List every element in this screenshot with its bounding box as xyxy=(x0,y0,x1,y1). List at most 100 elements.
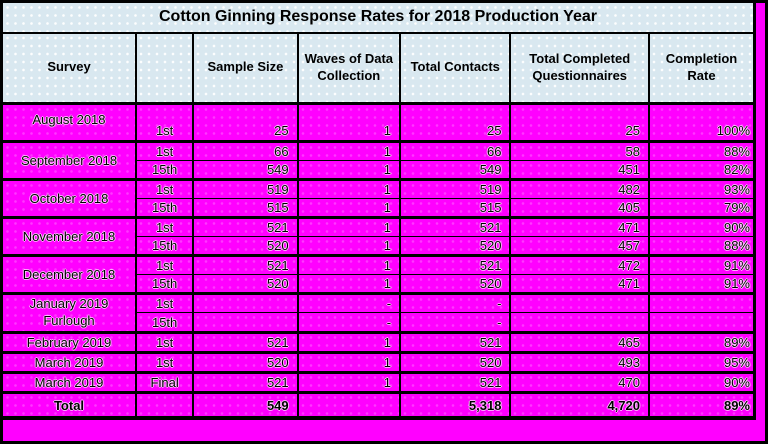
total-contacts-cell: 519 xyxy=(399,178,512,199)
wave-cell: 1st xyxy=(135,216,195,237)
wave-cell: 15th xyxy=(135,274,195,294)
completed-cell: 25 xyxy=(509,102,650,142)
wave-cell: 1st xyxy=(135,140,195,161)
survey-cell: October 2018 xyxy=(0,178,138,218)
table-row-december-15th: 15th 520 1 520 471 91% xyxy=(2,274,756,294)
table-row-november-1st: November 2018 1st 521 1 521 471 90% xyxy=(0,216,756,256)
completion-rate-cell: 90% xyxy=(647,370,756,393)
table-title-row: Cotton Ginning Response Rates for 2018 P… xyxy=(0,1,756,34)
survey-cell: August 2018 xyxy=(0,102,138,142)
total-contacts-cell: 66 xyxy=(399,140,512,161)
column-header-waves: Waves of Data Collection xyxy=(296,32,402,105)
sample-size-cell xyxy=(192,291,299,313)
total-completion-rate-cell: 89% xyxy=(647,390,756,421)
completed-cell xyxy=(509,291,650,313)
completion-rate-cell: 79% xyxy=(647,198,756,218)
total-contacts-cell: 520 xyxy=(399,236,512,256)
completed-cell: 465 xyxy=(509,330,650,353)
column-header-rate: Completion Rate xyxy=(647,32,756,105)
table-row-december-1st: December 2018 1st 521 1 521 472 91% xyxy=(0,254,756,294)
waves-cell: - xyxy=(296,312,402,333)
completion-rate-cell: 91% xyxy=(647,274,756,294)
waves-cell: 1 xyxy=(296,102,402,142)
waves-cell: 1 xyxy=(296,160,402,180)
waves-cell: - xyxy=(296,291,402,313)
completed-cell: 471 xyxy=(509,216,650,237)
completion-rate-cell: 93% xyxy=(647,178,756,199)
table-row-january-15th: 15th - - xyxy=(2,312,756,333)
waves-cell: 1 xyxy=(296,370,402,393)
table-row-september-1st: September 2018 1st 66 1 66 58 88% xyxy=(0,140,756,180)
sample-size-cell: 521 xyxy=(192,216,299,237)
completed-cell: 470 xyxy=(509,370,650,393)
wave-cell: Final xyxy=(135,370,195,393)
survey-cell: December 2018 xyxy=(0,254,138,294)
survey-cell: November 2018 xyxy=(0,216,138,256)
wave-cell: 15th xyxy=(135,160,195,180)
total-contacts-cell: 25 xyxy=(399,102,512,142)
wave-cell: 1st xyxy=(135,291,195,313)
wave-cell: 1st xyxy=(135,330,195,353)
wave-cell: 1st xyxy=(135,102,195,142)
waves-cell: 1 xyxy=(296,198,402,218)
completed-cell xyxy=(509,312,650,333)
total-contacts-cell: 521 xyxy=(399,370,512,393)
total-sample-size-cell: 549 xyxy=(192,390,299,421)
wave-cell: 1st xyxy=(135,178,195,199)
completed-cell: 451 xyxy=(509,160,650,180)
response-rates-table: Cotton Ginning Response Rates for 2018 P… xyxy=(0,0,756,421)
completion-rate-cell xyxy=(647,312,756,333)
sample-size-cell: 549 xyxy=(192,160,299,180)
waves-cell: 1 xyxy=(296,236,402,256)
column-header-row: Survey Sample Size Waves of Data Collect… xyxy=(0,32,756,105)
completion-rate-cell: 91% xyxy=(647,254,756,275)
completion-rate-cell: 95% xyxy=(647,350,756,373)
survey-cell: February 2019 xyxy=(0,330,138,353)
completed-cell: 493 xyxy=(509,350,650,373)
completed-cell: 457 xyxy=(509,236,650,256)
completion-rate-cell xyxy=(647,291,756,313)
table-row-january-1st: January 2019 Furlough 1st - - xyxy=(0,291,756,333)
total-completed-cell: 4,720 xyxy=(509,390,650,421)
completed-cell: 58 xyxy=(509,140,650,161)
completed-cell: 482 xyxy=(509,178,650,199)
table-title: Cotton Ginning Response Rates for 2018 P… xyxy=(0,1,756,34)
waves-cell: 1 xyxy=(296,216,402,237)
survey-cell: September 2018 xyxy=(0,140,138,180)
survey-cell: January 2019 Furlough xyxy=(0,292,138,333)
sample-size-cell: 520 xyxy=(192,236,299,256)
sample-size-cell xyxy=(192,312,299,333)
completion-rate-cell: 90% xyxy=(647,216,756,237)
sample-size-cell: 521 xyxy=(192,370,299,393)
total-wave-cell xyxy=(135,390,195,421)
column-header-wave xyxy=(135,32,195,105)
total-contacts-cell: 515 xyxy=(399,198,512,218)
sample-size-cell: 521 xyxy=(192,330,299,353)
wave-cell: 1st xyxy=(135,254,195,275)
total-contacts-cell: 549 xyxy=(399,160,512,180)
table-row-february-1st: February 2019 1st 521 1 521 465 89% xyxy=(0,330,756,353)
total-contacts-cell: 521 xyxy=(399,254,512,275)
wave-cell: 15th xyxy=(135,236,195,256)
table-row-august-1st: August 2018 1st 25 1 25 25 100% xyxy=(0,102,756,142)
column-header-sample-size: Sample Size xyxy=(192,32,299,105)
waves-cell: 1 xyxy=(296,178,402,199)
total-contacts-cell: 520 xyxy=(399,274,512,294)
survey-label-line1: January 2019 xyxy=(29,296,109,311)
total-contacts-cell: - xyxy=(399,312,512,333)
table-row-november-15th: 15th 520 1 520 457 88% xyxy=(2,236,756,256)
total-contacts-cell: 521 xyxy=(399,330,512,353)
total-contacts-cell: - xyxy=(399,291,512,313)
waves-cell: 1 xyxy=(296,254,402,275)
table-row-march-1st: March 2019 1st 520 1 520 493 95% xyxy=(0,350,756,373)
completion-rate-cell: 100% xyxy=(647,102,756,142)
wave-cell: 15th xyxy=(135,312,195,333)
total-waves-cell xyxy=(296,390,402,421)
completion-rate-cell: 88% xyxy=(647,236,756,256)
sample-size-cell: 25 xyxy=(192,102,299,142)
sample-size-cell: 66 xyxy=(192,140,299,161)
sample-size-cell: 515 xyxy=(192,198,299,218)
completion-rate-cell: 89% xyxy=(647,330,756,353)
completed-cell: 471 xyxy=(509,274,650,294)
